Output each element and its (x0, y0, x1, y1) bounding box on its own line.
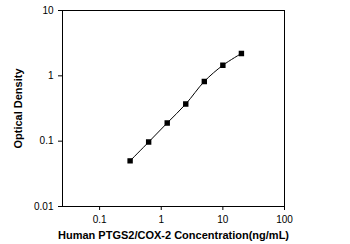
svg-text:1: 1 (48, 70, 54, 81)
svg-text:0.1: 0.1 (40, 135, 54, 146)
svg-text:Optical Density: Optical Density (12, 68, 24, 149)
svg-text:0.01: 0.01 (34, 201, 54, 212)
svg-text:Human PTGS2/COX-2 Concentratio: Human PTGS2/COX-2 Concentration(ng/mL) (58, 229, 289, 241)
svg-text:0.1: 0.1 (93, 214, 107, 225)
svg-text:10: 10 (217, 214, 229, 225)
svg-text:10: 10 (42, 5, 54, 16)
svg-text:100: 100 (276, 214, 293, 225)
svg-text:1: 1 (158, 214, 164, 225)
